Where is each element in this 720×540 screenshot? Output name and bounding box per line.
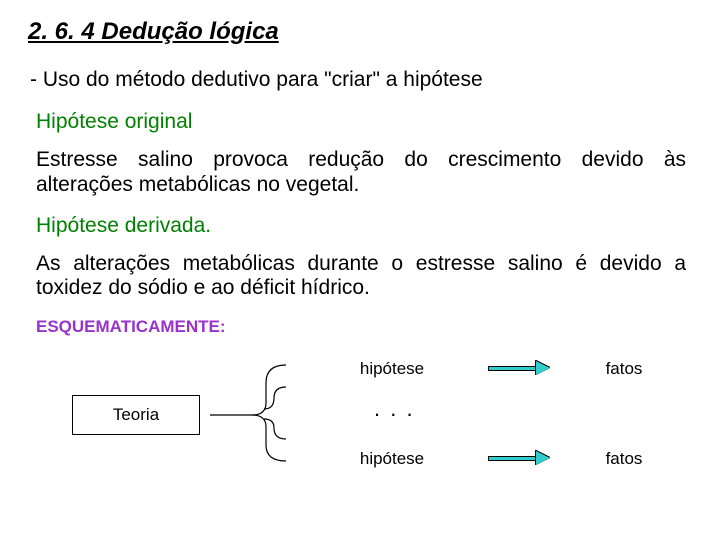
arrow-top-icon: [488, 361, 550, 375]
arrow-bottom-icon: [488, 451, 550, 465]
schema-label: ESQUEMATICAMENTE:: [22, 317, 692, 337]
arrow-shaft: [488, 456, 536, 461]
ellipsis-label: . . .: [374, 400, 415, 418]
body-original: Estresse salino provoca redução do cresc…: [22, 148, 692, 198]
branch-connector-icon: [208, 353, 338, 481]
fatos-bottom-label: fatos: [594, 449, 654, 469]
fatos-top-label: fatos: [594, 359, 654, 379]
arrow-head: [536, 361, 550, 375]
subhead-original: Hipótese original: [22, 110, 692, 134]
flow-diagram: Teoria hipótese . . . hipótese fatos fat…: [22, 353, 692, 483]
teoria-label: Teoria: [113, 405, 159, 425]
subhead-derivada: Hipótese derivada.: [22, 214, 692, 238]
hipotese-top-label: hipótese: [352, 359, 432, 379]
teoria-node: Teoria: [72, 395, 200, 435]
body-derivada: As alterações metabólicas durante o estr…: [22, 252, 692, 302]
hipotese-bottom-label: hipótese: [352, 449, 432, 469]
arrow-head: [536, 451, 550, 465]
bullet-line: - Uso do método dedutivo para "criar" a …: [22, 68, 692, 92]
arrow-shaft: [488, 366, 536, 371]
section-title: 2. 6. 4 Dedução lógica: [22, 18, 692, 46]
